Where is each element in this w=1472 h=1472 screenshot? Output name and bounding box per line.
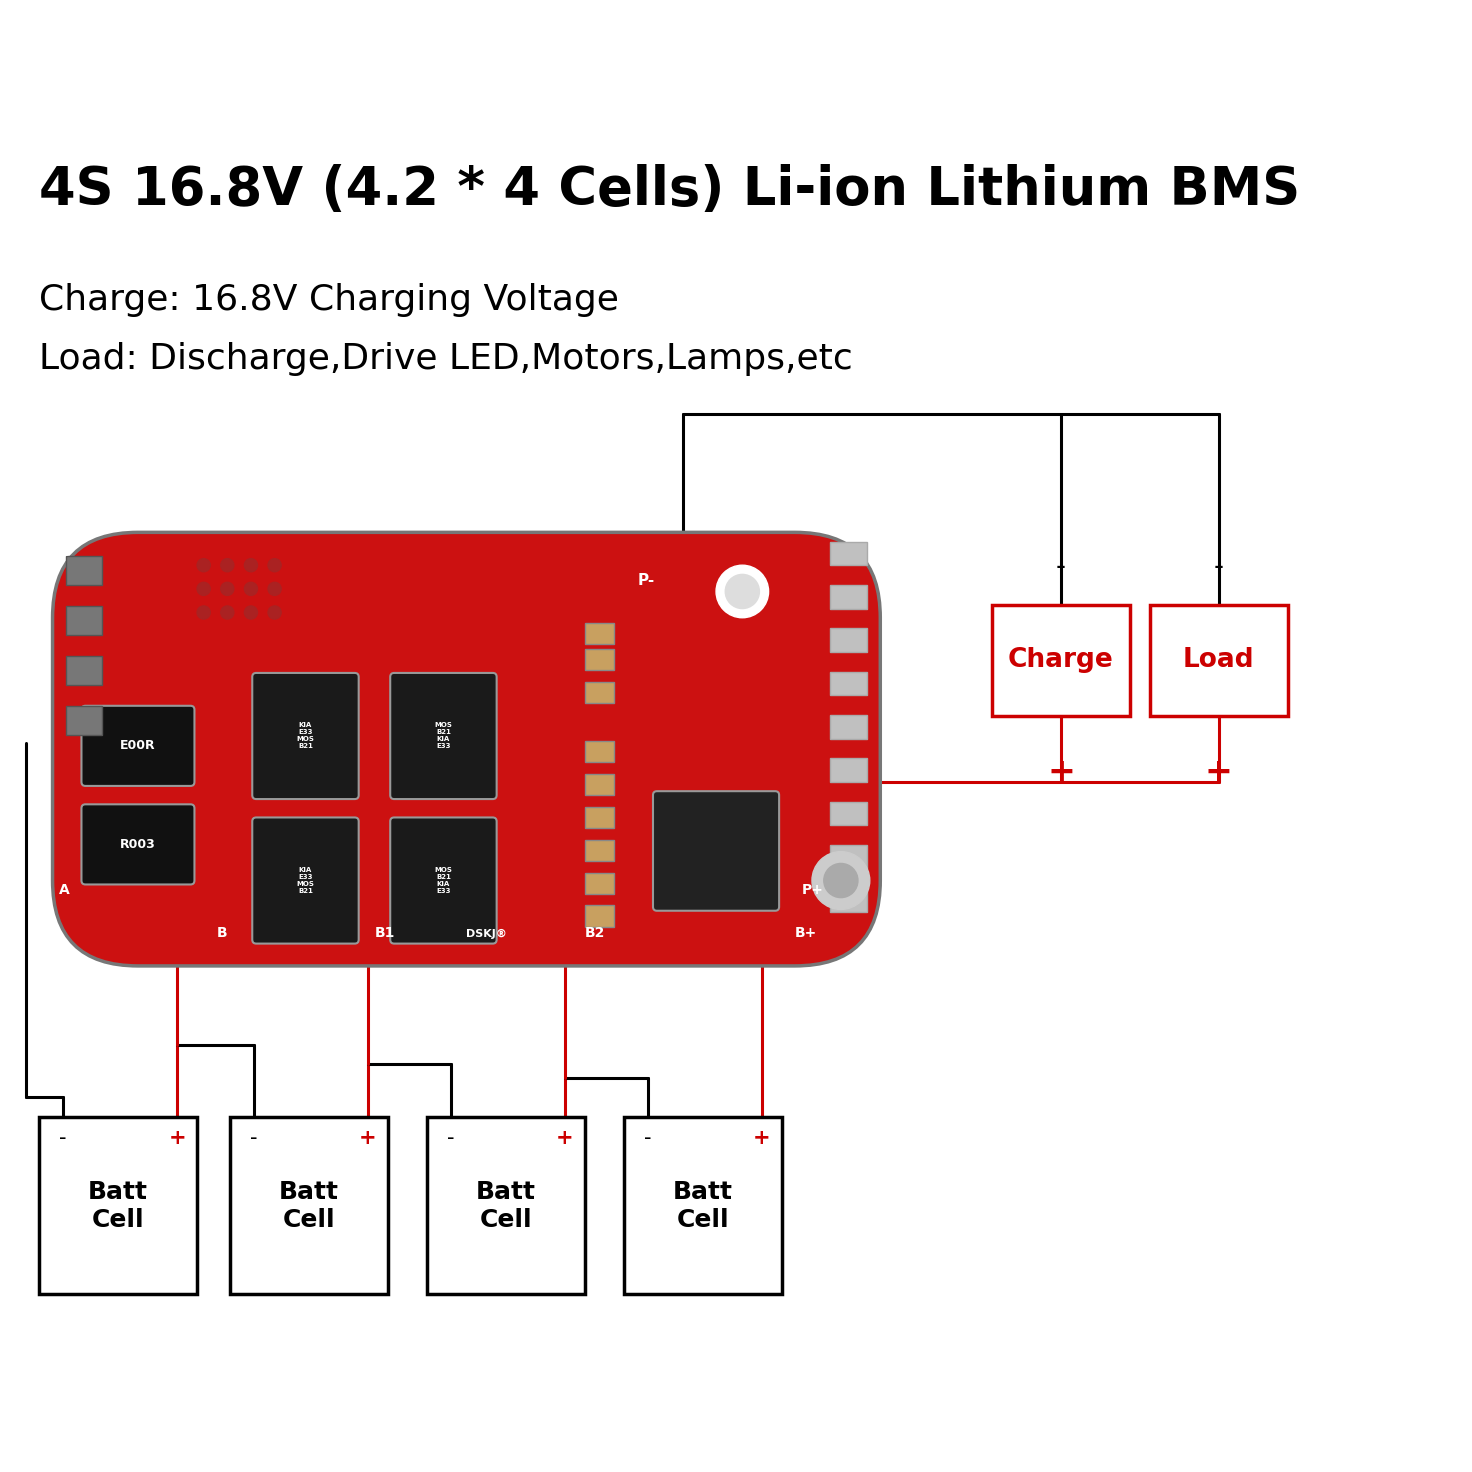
- Text: MOS
B21
KIA
E33: MOS B21 KIA E33: [434, 723, 452, 749]
- Circle shape: [221, 559, 234, 571]
- Circle shape: [715, 565, 768, 618]
- Text: B: B: [59, 545, 71, 559]
- FancyBboxPatch shape: [654, 790, 779, 911]
- Text: +: +: [556, 1128, 574, 1148]
- Text: -: -: [250, 1128, 258, 1148]
- Circle shape: [221, 583, 234, 595]
- FancyBboxPatch shape: [390, 673, 496, 799]
- Bar: [584, 905, 614, 926]
- Bar: [992, 605, 1130, 717]
- FancyBboxPatch shape: [81, 804, 194, 885]
- Bar: [584, 807, 614, 827]
- FancyBboxPatch shape: [390, 817, 496, 944]
- Text: A: A: [59, 883, 69, 896]
- Circle shape: [221, 606, 234, 620]
- Text: 4S 16.8V (4.2 * 4 Cells) Li-ion Lithium BMS: 4S 16.8V (4.2 * 4 Cells) Li-ion Lithium …: [40, 165, 1301, 216]
- Bar: [584, 873, 614, 894]
- Text: -: -: [1213, 553, 1223, 581]
- Circle shape: [268, 583, 281, 595]
- Text: Load: Load: [1183, 648, 1254, 674]
- Circle shape: [268, 559, 281, 571]
- Bar: [584, 841, 614, 861]
- Bar: [830, 542, 867, 565]
- Circle shape: [197, 559, 210, 571]
- Text: R003: R003: [121, 838, 156, 851]
- Text: Charge: Charge: [1008, 648, 1114, 674]
- Text: MOS
B21
KIA
E33: MOS B21 KIA E33: [434, 867, 452, 894]
- Text: -: -: [59, 1128, 66, 1148]
- Bar: [830, 584, 867, 608]
- Bar: [66, 606, 103, 634]
- Text: -: -: [643, 1128, 652, 1148]
- Circle shape: [244, 559, 258, 571]
- Bar: [584, 649, 614, 670]
- Circle shape: [244, 606, 258, 620]
- Text: Batt
Cell: Batt Cell: [475, 1179, 536, 1232]
- Text: P-: P-: [637, 573, 655, 587]
- Bar: [830, 671, 867, 695]
- Bar: [830, 889, 867, 913]
- Bar: [1150, 605, 1288, 717]
- Text: -: -: [1055, 553, 1066, 581]
- Text: B: B: [216, 926, 227, 941]
- Circle shape: [824, 864, 858, 898]
- Bar: [624, 1117, 782, 1294]
- Bar: [830, 629, 867, 652]
- Bar: [584, 742, 614, 762]
- FancyBboxPatch shape: [252, 817, 359, 944]
- Text: +: +: [754, 1128, 771, 1148]
- Bar: [584, 623, 614, 645]
- Text: +: +: [1047, 755, 1075, 789]
- FancyBboxPatch shape: [81, 705, 194, 786]
- Text: Charge: 16.8V Charging Voltage: Charge: 16.8V Charging Voltage: [40, 283, 620, 316]
- Bar: [830, 802, 867, 826]
- Text: +: +: [1204, 755, 1232, 789]
- Circle shape: [197, 583, 210, 595]
- Text: E00R: E00R: [121, 739, 156, 752]
- Text: +: +: [359, 1128, 377, 1148]
- Bar: [66, 657, 103, 684]
- Bar: [66, 556, 103, 584]
- Circle shape: [726, 574, 760, 608]
- Circle shape: [268, 606, 281, 620]
- Text: Batt
Cell: Batt Cell: [88, 1179, 149, 1232]
- FancyBboxPatch shape: [53, 533, 880, 966]
- Bar: [830, 845, 867, 868]
- Text: DSKJ®: DSKJ®: [467, 929, 508, 939]
- Text: Batt
Cell: Batt Cell: [278, 1179, 339, 1232]
- Text: P+: P+: [801, 883, 823, 896]
- Bar: [584, 774, 614, 795]
- Bar: [230, 1117, 387, 1294]
- Text: B1: B1: [374, 926, 394, 941]
- Text: KIA
E33
MOS
B21: KIA E33 MOS B21: [296, 723, 315, 749]
- Text: -: -: [447, 1128, 455, 1148]
- Bar: [40, 1117, 197, 1294]
- Bar: [830, 715, 867, 739]
- Text: Load: Discharge,Drive LED,Motors,Lamps,etc: Load: Discharge,Drive LED,Motors,Lamps,e…: [40, 342, 854, 375]
- Text: B+: B+: [795, 926, 817, 941]
- Bar: [427, 1117, 584, 1294]
- Text: +: +: [169, 1128, 185, 1148]
- Bar: [830, 758, 867, 782]
- Circle shape: [813, 852, 870, 910]
- Text: B2: B2: [584, 926, 605, 941]
- Circle shape: [244, 583, 258, 595]
- FancyBboxPatch shape: [252, 673, 359, 799]
- Text: KIA
E33
MOS
B21: KIA E33 MOS B21: [296, 867, 315, 894]
- Text: Batt
Cell: Batt Cell: [673, 1179, 733, 1232]
- Circle shape: [197, 606, 210, 620]
- Bar: [584, 682, 614, 704]
- Bar: [66, 705, 103, 735]
